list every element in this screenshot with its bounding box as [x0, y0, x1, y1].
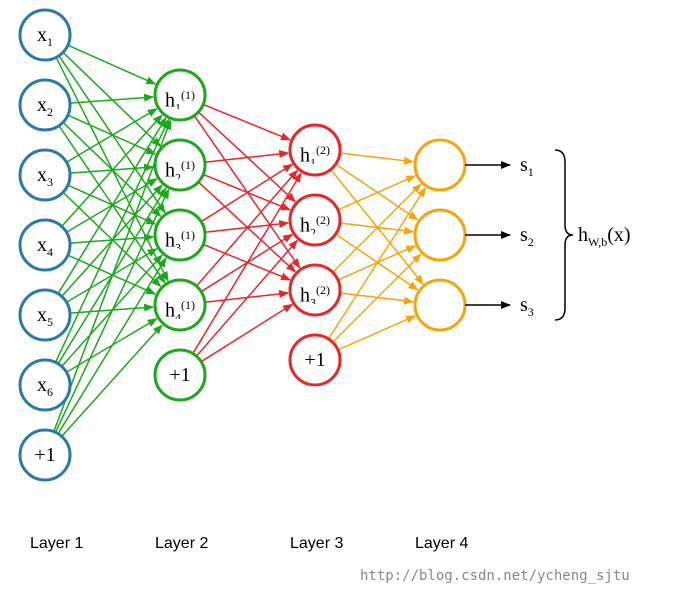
- node-label-b2: +1: [158, 361, 202, 389]
- neural-network-diagram: x1 x2 x3 x4 x5 x6 +1 h1(1) h2(1) h3(1) h4(1) +1 h1(2…: [0, 0, 691, 600]
- node-label-x4: x4: [23, 231, 67, 259]
- layer-label-input: Layer 1: [30, 535, 83, 552]
- layer-output: [415, 140, 465, 330]
- layer-label-output: Layer 4: [415, 535, 468, 552]
- node-label-h11: h1(1): [158, 81, 202, 109]
- output-label-3: s3: [520, 294, 550, 320]
- node-label-x6: x6: [23, 371, 67, 399]
- node-label-h12: h2(1): [158, 151, 202, 179]
- bracket-label: hW,b(x): [578, 224, 668, 254]
- node-o2: [415, 210, 465, 260]
- output-label-2: s2: [520, 224, 550, 250]
- node-label-x3: x3: [23, 161, 67, 189]
- watermark: http://blog.csdn.net/ycheng_sjtu: [360, 568, 630, 584]
- node-label-h23: h3(2): [293, 276, 337, 304]
- node-label-x5: x5: [23, 301, 67, 329]
- node-label-h13: h3(1): [158, 221, 202, 249]
- output-label-1: s1: [520, 154, 550, 180]
- node-label-b3: +1: [293, 346, 337, 374]
- node-label-x1: x1: [23, 21, 67, 49]
- layer-label-hidden1: Layer 2: [155, 535, 208, 552]
- layer-label-hidden2: Layer 3: [290, 535, 343, 552]
- node-label-x2: x2: [23, 91, 67, 119]
- node-label-h14: h4(1): [158, 291, 202, 319]
- node-label-b1: +1: [23, 441, 67, 469]
- node-label-h22: h2(2): [293, 206, 337, 234]
- node-o1: [415, 140, 465, 190]
- node-label-h21: h1(2): [293, 136, 337, 164]
- node-o3: [415, 280, 465, 330]
